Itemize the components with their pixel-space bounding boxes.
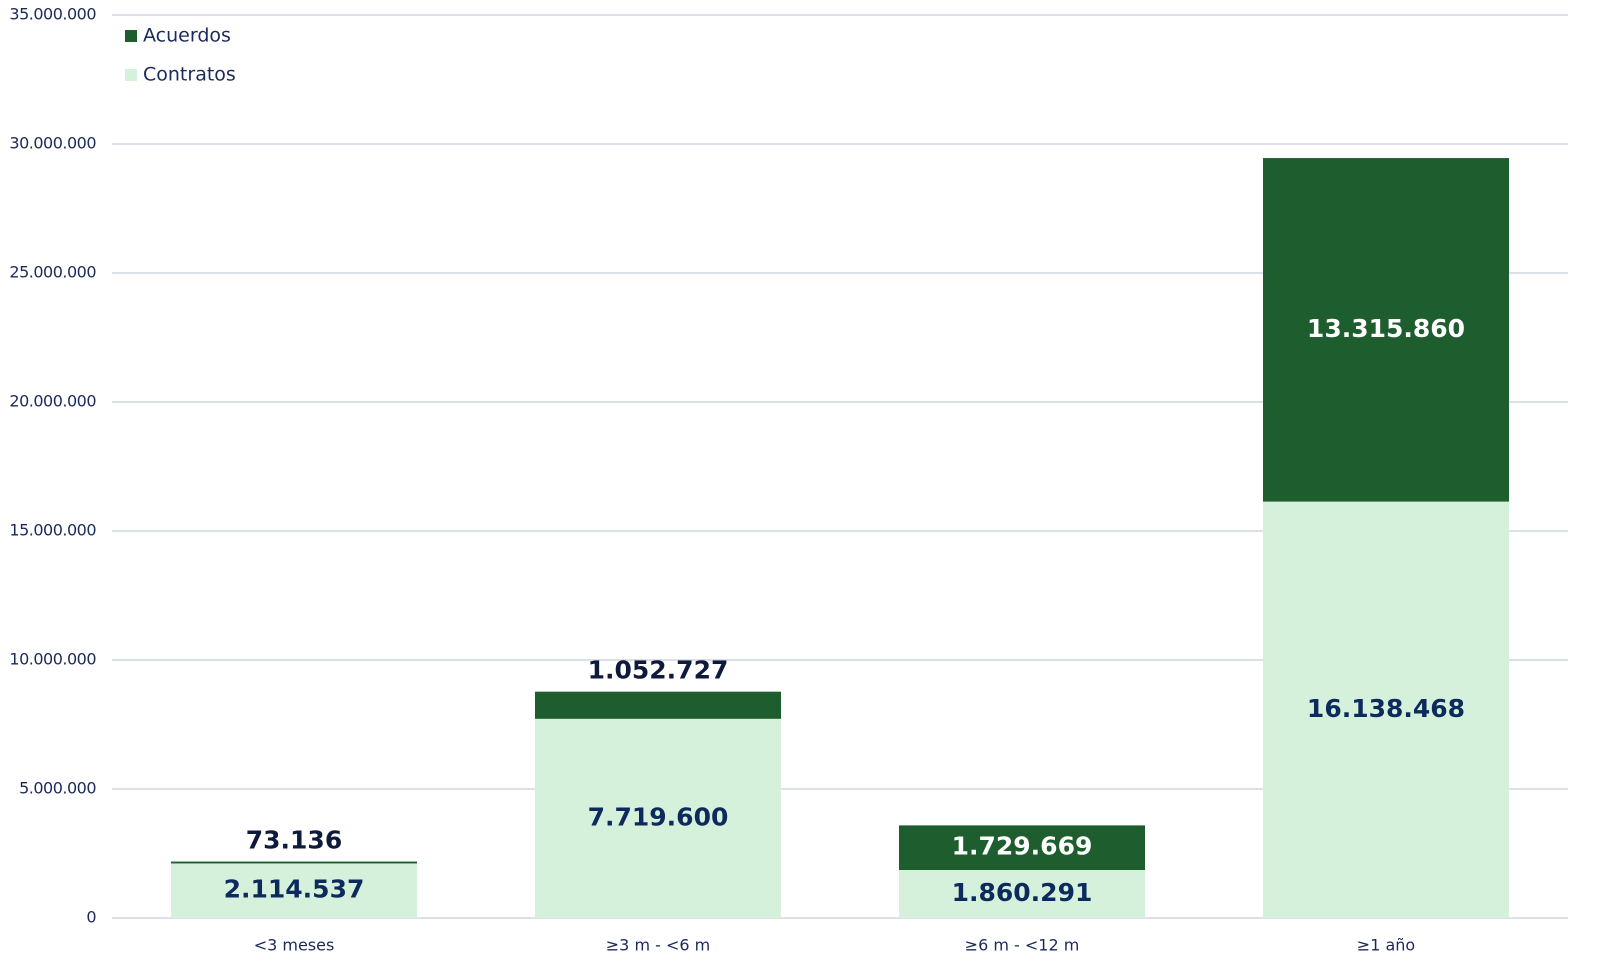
y-tick-label: 10.000.000	[9, 650, 96, 669]
bar-segment	[1263, 501, 1509, 918]
x-tick-label: ≥3 m - <6 m	[606, 936, 710, 955]
bar-segment	[535, 691, 781, 719]
data-label: 7.719.600	[588, 802, 729, 831]
legend-swatch	[125, 30, 137, 42]
bar-segment	[899, 870, 1145, 918]
data-label: 13.315.860	[1307, 314, 1465, 343]
y-tick-label: 5.000.000	[19, 779, 96, 798]
bar-segment	[171, 863, 417, 918]
data-label: 1.729.669	[952, 832, 1093, 861]
y-tick-label: 0	[86, 908, 96, 927]
legend-label: Acuerdos	[143, 25, 231, 47]
y-tick-label: 15.000.000	[9, 521, 96, 540]
bar-segment	[171, 861, 417, 864]
legend-swatch	[125, 69, 137, 81]
y-tick-label: 25.000.000	[9, 263, 96, 282]
bar-segment	[1263, 158, 1509, 502]
bar-segment	[899, 825, 1145, 871]
bar-segment	[535, 718, 781, 918]
x-tick-label: ≥1 año	[1357, 936, 1415, 955]
y-tick-label: 35.000.000	[9, 5, 96, 24]
data-label: 16.138.468	[1307, 694, 1465, 723]
data-label: 1.052.727	[588, 656, 729, 685]
y-tick-label: 20.000.000	[9, 392, 96, 411]
x-tick-label: ≥6 m - <12 m	[965, 936, 1080, 955]
data-label: 73.136	[246, 826, 342, 855]
y-tick-label: 30.000.000	[9, 134, 96, 153]
data-label: 2.114.537	[224, 875, 365, 904]
legend-label: Contratos	[143, 64, 236, 86]
x-tick-label: <3 meses	[254, 936, 335, 955]
data-label: 1.860.291	[952, 878, 1093, 907]
